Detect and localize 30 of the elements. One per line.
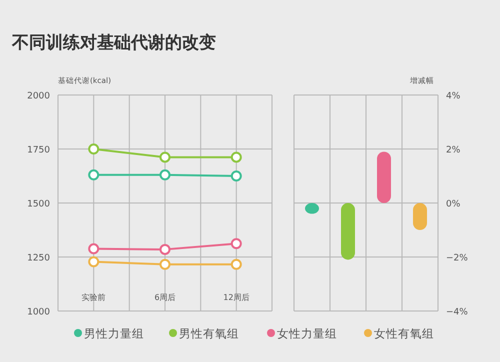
- y-tick-label: 1000: [27, 308, 50, 318]
- point: [88, 243, 100, 254]
- point: [88, 256, 100, 268]
- y-tick-label: 1250: [27, 254, 50, 264]
- y-tick-label: 4%: [446, 92, 461, 102]
- point: [230, 170, 242, 182]
- y-tick-label: 1500: [27, 200, 50, 210]
- legend-label: 女性有氧组: [374, 326, 434, 340]
- y-tick-label: 0%: [446, 200, 461, 210]
- point: [160, 258, 170, 270]
- y-tick-label: −4%: [446, 308, 468, 318]
- point: [160, 169, 170, 180]
- x-tick-label: 6周后: [154, 293, 176, 302]
- legend-label: 男性有氧组: [179, 326, 239, 340]
- point: [160, 152, 170, 163]
- x-tick-label: 12周后: [223, 293, 250, 302]
- point: [88, 169, 100, 180]
- x-tick-label: 实验前: [82, 293, 106, 302]
- point: [230, 258, 242, 270]
- legend-label: 男性力量组: [84, 326, 144, 340]
- y-tick-label: 1750: [27, 146, 50, 156]
- point: [230, 152, 242, 163]
- point: [160, 244, 170, 255]
- chart-title: 不同训练对基础代谢的改变: [11, 33, 216, 53]
- y-tick-label: −2%: [446, 254, 468, 264]
- y-tick-label: 2%: [446, 146, 461, 156]
- point: [88, 144, 100, 154]
- y-tick-label: 2000: [27, 92, 50, 102]
- point: [230, 238, 242, 250]
- legend-label: 女性力量组: [277, 326, 337, 340]
